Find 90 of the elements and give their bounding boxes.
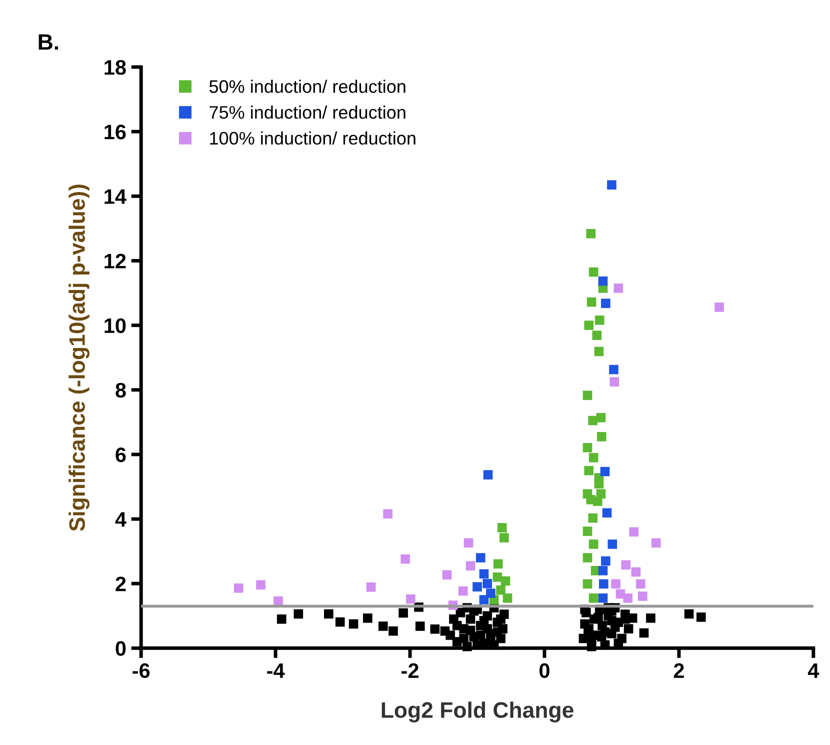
- point: [496, 585, 506, 595]
- x-tick-label: 0: [540, 663, 550, 678]
- point: [582, 526, 592, 536]
- point: [607, 180, 616, 190]
- point: [479, 569, 489, 579]
- point: [502, 593, 512, 603]
- point: [588, 513, 598, 523]
- point: [610, 377, 620, 386]
- point: [584, 466, 594, 476]
- x-tick-label: -6: [132, 663, 150, 678]
- y-tick-label: 14: [104, 189, 126, 204]
- point: [458, 586, 468, 596]
- point: [256, 580, 266, 590]
- point: [582, 579, 592, 589]
- point: [596, 489, 606, 498]
- point: [596, 432, 606, 442]
- y-tick-label: 0: [116, 641, 126, 656]
- point: [611, 579, 620, 589]
- y-tick-label: 18: [104, 60, 126, 75]
- point: [714, 302, 724, 312]
- point: [621, 560, 630, 570]
- point: [638, 592, 648, 601]
- x-tick-label: 4: [808, 664, 820, 678]
- point: [400, 554, 410, 564]
- y-tick-label: 12: [104, 254, 126, 268]
- point: [608, 540, 618, 549]
- y-tick-label: 6: [116, 447, 126, 462]
- point: [588, 540, 598, 549]
- point: [472, 582, 482, 592]
- point: [497, 523, 507, 532]
- point: [594, 315, 604, 325]
- point: [582, 443, 592, 452]
- y-tick-label: 8: [116, 382, 126, 398]
- legend-label: 100% induction/ reduction: [210, 131, 416, 145]
- point: [584, 320, 594, 330]
- point: [592, 330, 602, 340]
- point: [588, 267, 598, 277]
- point: [464, 538, 474, 548]
- point: [594, 346, 604, 356]
- point: [636, 579, 646, 589]
- x-tick-label: 2: [674, 663, 684, 678]
- point: [598, 579, 608, 589]
- point: [582, 553, 592, 562]
- point: [476, 553, 486, 562]
- point: [651, 538, 661, 548]
- point: [586, 297, 596, 307]
- x-tick-label: -4: [267, 664, 285, 678]
- point: [601, 556, 610, 566]
- point: [614, 284, 624, 293]
- point: [600, 466, 610, 476]
- point: [588, 453, 598, 462]
- point: [631, 567, 641, 577]
- point: [406, 594, 416, 604]
- y-axis-title: Significance (-log10(adj p-value)): [68, 184, 90, 532]
- y-tick-label: 16: [104, 124, 126, 140]
- point: [586, 228, 596, 238]
- point: [383, 509, 392, 519]
- legend-label: 50% induction/ reduction: [209, 80, 406, 93]
- y-tick-label: 2: [116, 576, 126, 592]
- point: [602, 508, 612, 518]
- y-tick-label: 4: [115, 512, 126, 527]
- point: [609, 364, 618, 374]
- x-tick-label: -2: [402, 663, 418, 678]
- point: [596, 412, 606, 422]
- point: [482, 578, 492, 588]
- point: [466, 561, 476, 570]
- point: [479, 595, 489, 604]
- point: [499, 533, 509, 542]
- point: [582, 390, 592, 400]
- chart-title: B.: [38, 34, 58, 50]
- point: [234, 583, 244, 593]
- legend-label: 75% induction/ reduction: [210, 106, 406, 119]
- point: [442, 570, 452, 580]
- point: [588, 416, 598, 426]
- point: [629, 527, 639, 537]
- point: [274, 596, 283, 606]
- point: [493, 559, 503, 569]
- x-axis-title: Log2 Fold Change: [382, 702, 574, 722]
- point: [598, 593, 608, 603]
- point: [623, 593, 633, 603]
- y-tick-label: 10: [104, 318, 126, 334]
- point: [486, 588, 496, 598]
- point: [366, 582, 376, 592]
- point: [586, 494, 596, 504]
- point: [598, 276, 608, 286]
- point: [588, 593, 598, 603]
- point: [598, 566, 608, 576]
- point: [483, 470, 493, 480]
- point: [492, 572, 502, 582]
- point: [601, 298, 610, 308]
